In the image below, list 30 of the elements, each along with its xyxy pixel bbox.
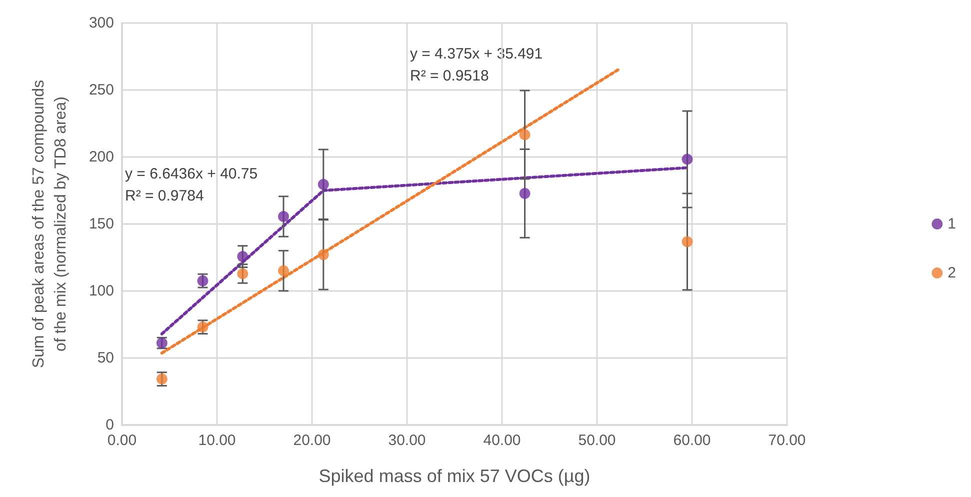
annotation: y = 4.375x + 35.491 R² = 0.9518: [410, 46, 543, 84]
point: [519, 129, 530, 140]
point: [682, 236, 693, 248]
x-tick-label: 40.00: [483, 432, 521, 449]
x-tick-label: 0.00: [107, 432, 137, 449]
y-tick-label: 150: [88, 216, 114, 232]
point: [318, 249, 329, 260]
point: [278, 265, 289, 276]
x-tick-label: 10.00: [198, 432, 236, 449]
point: [519, 188, 530, 199]
y-tick-label: 200: [88, 148, 114, 166]
x-tick-label: 50.00: [578, 432, 616, 449]
y-tick-label: 0: [106, 416, 114, 434]
point: [278, 211, 289, 222]
legend-label: 2: [948, 264, 956, 282]
x-tick-label: 60.00: [673, 432, 711, 449]
annotation: y = 6.6436x + 40.75 R² = 0.9784: [125, 166, 258, 204]
point: [318, 178, 329, 190]
x-tick-label: 20.00: [293, 432, 331, 449]
x-tick-label: 30.00: [388, 432, 426, 449]
y-axis-title: Sum of peak areas of the 57 compounds of the mix (normalized by TD8 area): [30, 80, 70, 368]
y-tick-label: 50: [97, 350, 114, 366]
x-axis-title: Spiked mass of mix 57 VOCs (µg): [318, 466, 590, 486]
point: [237, 251, 248, 262]
point: [682, 154, 693, 165]
y-tick-label: 100: [88, 282, 114, 300]
y-tick-label: 300: [88, 14, 114, 32]
legend-label: 1: [948, 216, 956, 232]
y-tick-label: 250: [88, 82, 114, 98]
x-tick-label: 70.00: [768, 432, 806, 449]
